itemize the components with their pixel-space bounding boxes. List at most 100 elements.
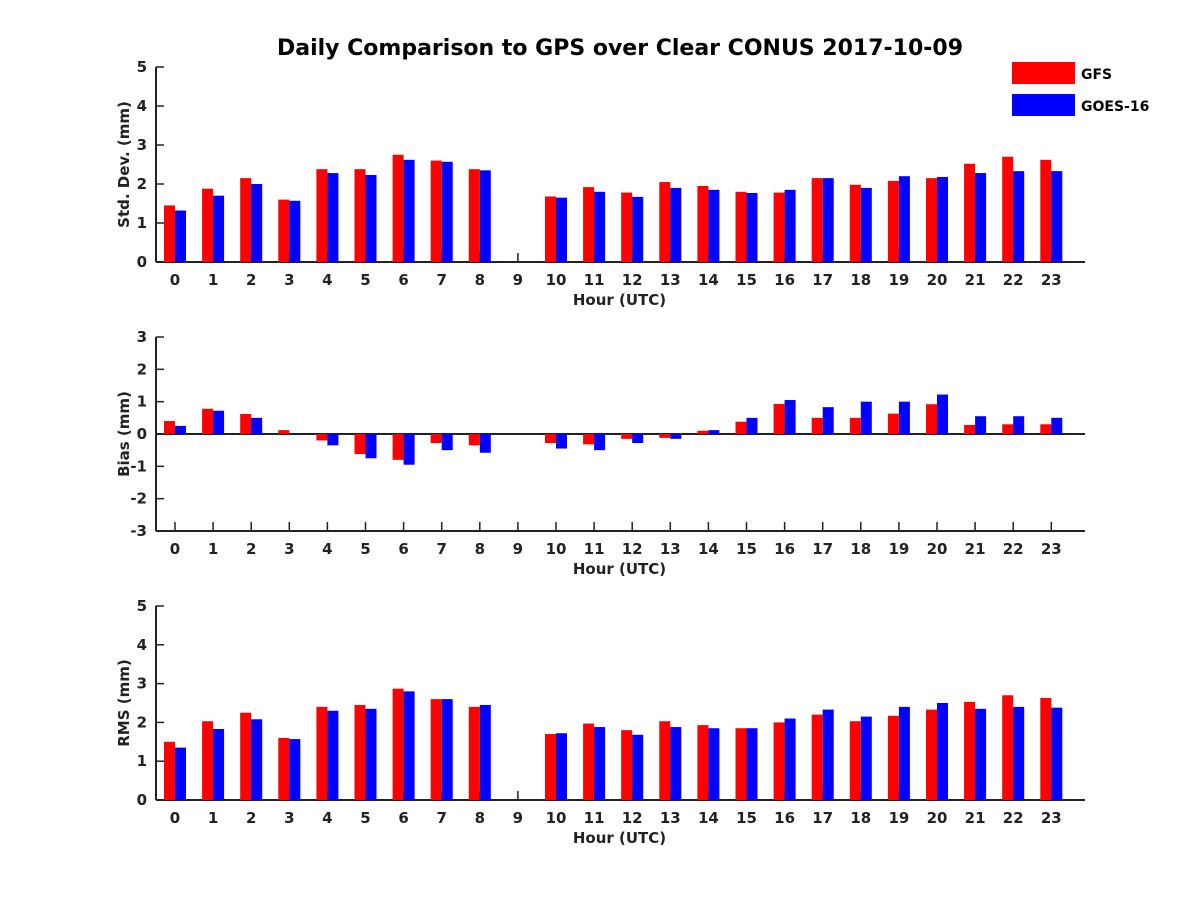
bar-gfs-17	[811, 714, 823, 800]
x-tick-label: 6	[398, 271, 408, 289]
x-tick-label: 9	[513, 271, 523, 289]
bar-goes-16-8	[479, 704, 491, 800]
x-axis-label: Hour (UTC)	[573, 291, 666, 309]
bar-goes-16-19	[898, 401, 910, 434]
bar-goes-16-20	[937, 394, 948, 434]
x-tick-label: 9	[513, 540, 523, 558]
bar-gfs-5	[354, 434, 366, 455]
bar-gfs-3	[278, 430, 290, 434]
bar-gfs-8	[468, 434, 480, 446]
bar-gfs-21	[964, 701, 976, 800]
bar-goes-16-22	[1013, 171, 1025, 262]
bar-gfs-11	[583, 434, 595, 445]
x-tick-label: 22	[1003, 271, 1024, 289]
x-tick-label: 14	[698, 809, 719, 827]
bar-goes-16-14	[708, 189, 720, 262]
bar-gfs-19	[887, 413, 899, 434]
x-tick-label: 23	[1041, 809, 1062, 827]
bar-goes-16-20	[937, 176, 948, 262]
bar-gfs-18	[849, 721, 861, 800]
x-axis-label: Hour (UTC)	[573, 560, 666, 578]
bar-goes-16-0	[175, 210, 186, 262]
x-tick-label: 11	[584, 271, 605, 289]
bar-goes-16-6	[403, 159, 415, 262]
x-tick-label: 0	[170, 809, 180, 827]
bar-goes-16-5	[365, 434, 377, 459]
x-tick-label: 7	[436, 809, 446, 827]
x-tick-label: 18	[850, 271, 871, 289]
bar-goes-16-11	[594, 191, 606, 262]
bar-goes-16-22	[1013, 706, 1025, 800]
bar-gfs-5	[354, 704, 366, 800]
bar-gfs-15	[735, 421, 747, 434]
bar-goes-16-16	[784, 400, 796, 434]
y-tick-label: 2	[137, 360, 147, 378]
bar-gfs-4	[316, 706, 328, 800]
bar-goes-16-8	[479, 170, 491, 262]
bar-goes-16-19	[898, 706, 910, 800]
x-tick-label: 14	[698, 540, 719, 558]
x-tick-label: 1	[208, 809, 218, 827]
bar-goes-16-14	[708, 430, 720, 434]
bar-gfs-12	[621, 730, 633, 800]
bar-goes-16-18	[860, 716, 872, 800]
bar-gfs-17	[811, 178, 823, 262]
bar-goes-16-12	[632, 196, 644, 262]
bar-goes-16-0	[175, 747, 186, 800]
x-tick-label: 18	[850, 540, 871, 558]
bar-goes-16-19	[898, 176, 910, 262]
bar-gfs-15	[735, 191, 747, 262]
bar-gfs-16	[773, 403, 785, 434]
x-tick-label: 13	[660, 271, 681, 289]
x-tick-label: 3	[284, 540, 294, 558]
x-tick-label: 2	[246, 809, 256, 827]
x-tick-label: 19	[888, 271, 909, 289]
y-tick-label: -1	[130, 457, 147, 475]
bar-goes-16-4	[327, 173, 339, 262]
bar-goes-16-17	[822, 407, 834, 434]
y-tick-label: 0	[137, 253, 147, 271]
y-tick-label: 4	[137, 97, 147, 115]
bar-goes-16-18	[860, 401, 872, 434]
bar-goes-16-11	[594, 727, 606, 800]
bar-gfs-4	[316, 434, 328, 441]
chart-title: Daily Comparison to GPS over Clear CONUS…	[277, 36, 963, 61]
bar-goes-16-23	[1051, 417, 1063, 434]
x-tick-label: 15	[736, 540, 757, 558]
bar-goes-16-13	[670, 727, 682, 800]
bar-goes-16-21	[975, 173, 987, 262]
x-tick-label: 11	[584, 809, 605, 827]
bar-gfs-11	[583, 723, 595, 800]
bar-gfs-18	[849, 184, 861, 262]
x-tick-label: 15	[736, 809, 757, 827]
bar-gfs-4	[316, 169, 328, 262]
bar-gfs-20	[926, 404, 937, 434]
legend-label-goes-16: GOES-16	[1081, 99, 1149, 115]
y-tick-label: 3	[137, 136, 147, 154]
bar-gfs-13	[659, 182, 671, 262]
bar-gfs-23	[1040, 424, 1052, 434]
bar-goes-16-20	[937, 703, 948, 800]
bar-gfs-0	[164, 741, 175, 800]
x-tick-label: 19	[888, 809, 909, 827]
x-tick-label: 16	[774, 540, 795, 558]
bar-goes-16-1	[213, 728, 225, 800]
bar-goes-16-7	[441, 161, 453, 262]
legend: GFS GOES-16	[1012, 62, 1149, 116]
bar-gfs-3	[278, 737, 290, 800]
bar-gfs-23	[1040, 159, 1052, 262]
x-tick-label: 20	[927, 809, 948, 827]
y-tick-label: 2	[137, 175, 147, 193]
x-tick-label: 16	[774, 271, 795, 289]
x-tick-label: 10	[546, 540, 567, 558]
y-tick-label: 5	[137, 597, 147, 615]
x-tick-label: 4	[322, 271, 332, 289]
bar-goes-16-8	[479, 434, 491, 453]
legend-swatch-goes-16	[1012, 94, 1075, 116]
bar-goes-16-17	[822, 709, 834, 800]
x-axis-label: Hour (UTC)	[573, 829, 666, 847]
bar-gfs-0	[164, 205, 175, 262]
y-tick-label: 1	[137, 752, 147, 770]
